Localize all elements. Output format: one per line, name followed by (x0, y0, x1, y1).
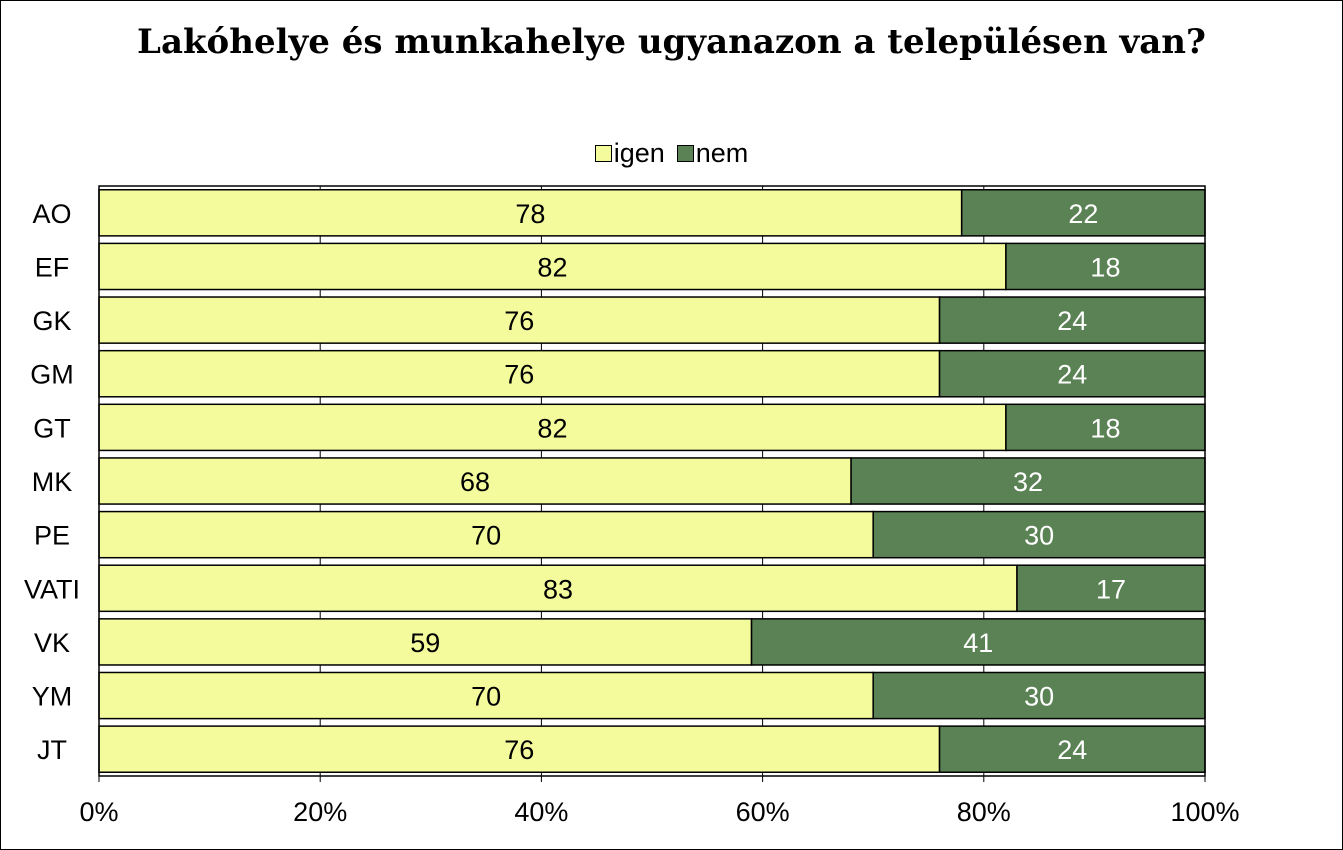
x-tick-label: 60% (736, 797, 790, 827)
bar-igen-ef (98, 242, 1007, 291)
legend-label-nem: nem (695, 138, 749, 168)
category-label-ao: AO (32, 199, 71, 229)
bar-nem-pe (872, 510, 1206, 559)
bar-igen-gt (98, 403, 1007, 452)
data-label-igen-jt: 76 (504, 735, 534, 765)
category-label-vk: VK (34, 628, 70, 658)
data-label-igen-gm: 76 (504, 360, 534, 390)
category-label-gt: GT (33, 413, 71, 443)
legend-swatch-nem (676, 145, 694, 162)
bar-igen-mk (98, 457, 852, 505)
data-label-nem-gt: 18 (1090, 413, 1120, 443)
bar-nem-jt (938, 725, 1206, 773)
bar-nem-vati (1016, 564, 1206, 613)
legend: igen nem (0, 138, 1343, 169)
bar-nem-gk (938, 296, 1206, 344)
category-label-gm: GM (30, 360, 74, 390)
bar-nem-mk (850, 457, 1206, 505)
category-label-ef: EF (35, 252, 70, 282)
data-label-nem-vati: 17 (1096, 574, 1126, 604)
category-label-pe: PE (34, 521, 70, 551)
data-label-igen-gt: 82 (537, 413, 567, 443)
data-label-nem-ef: 18 (1090, 252, 1120, 282)
data-label-nem-mk: 32 (1013, 467, 1043, 497)
x-tick-label: 80% (957, 797, 1011, 827)
category-label-vati: VATI (24, 574, 80, 604)
data-label-igen-pe: 70 (471, 521, 501, 551)
legend-item-igen: igen (594, 138, 665, 169)
data-label-nem-gm: 24 (1057, 360, 1087, 390)
x-tick-label: 100% (1170, 797, 1239, 827)
bar-igen-pe (98, 510, 874, 559)
bar-igen-ao (98, 189, 963, 237)
data-label-nem-ym: 30 (1024, 682, 1054, 712)
x-tick-label: 40% (514, 797, 568, 827)
data-label-nem-ao: 22 (1068, 199, 1098, 229)
x-tick-label: 0% (79, 797, 118, 827)
category-label-mk: MK (32, 467, 73, 497)
legend-label-igen: igen (613, 138, 665, 168)
data-label-igen-ao: 78 (515, 199, 545, 229)
bar-igen-vk (98, 618, 753, 666)
chart-title: Lakóhelye és munkahelye ugyanazon a tele… (137, 22, 1206, 62)
plot-border (98, 185, 1206, 777)
data-label-igen-gk: 76 (504, 306, 534, 336)
data-label-nem-pe: 30 (1024, 521, 1054, 551)
data-label-igen-mk: 68 (460, 467, 490, 497)
data-label-nem-jt: 24 (1057, 735, 1087, 765)
bar-igen-gk (98, 296, 941, 344)
bar-nem-vk (750, 618, 1206, 666)
legend-swatch-igen (594, 145, 612, 162)
bar-nem-gm (938, 349, 1206, 398)
legend-item-nem: nem (676, 138, 749, 169)
x-tick-label: 20% (293, 797, 347, 827)
bar-nem-ym (872, 671, 1206, 720)
data-label-igen-ef: 82 (537, 252, 567, 282)
data-label-nem-gk: 24 (1057, 306, 1087, 336)
bar-nem-gt (1005, 403, 1206, 452)
category-label-ym: YM (32, 682, 73, 712)
bar-igen-gm (98, 349, 941, 398)
data-label-igen-vk: 59 (410, 628, 440, 658)
category-label-jt: JT (37, 735, 67, 765)
category-label-gk: GK (32, 306, 71, 336)
data-label-nem-vk: 41 (963, 628, 993, 658)
bar-nem-ao (960, 189, 1206, 237)
data-label-igen-vati: 83 (543, 574, 573, 604)
data-label-igen-ym: 70 (471, 682, 501, 712)
